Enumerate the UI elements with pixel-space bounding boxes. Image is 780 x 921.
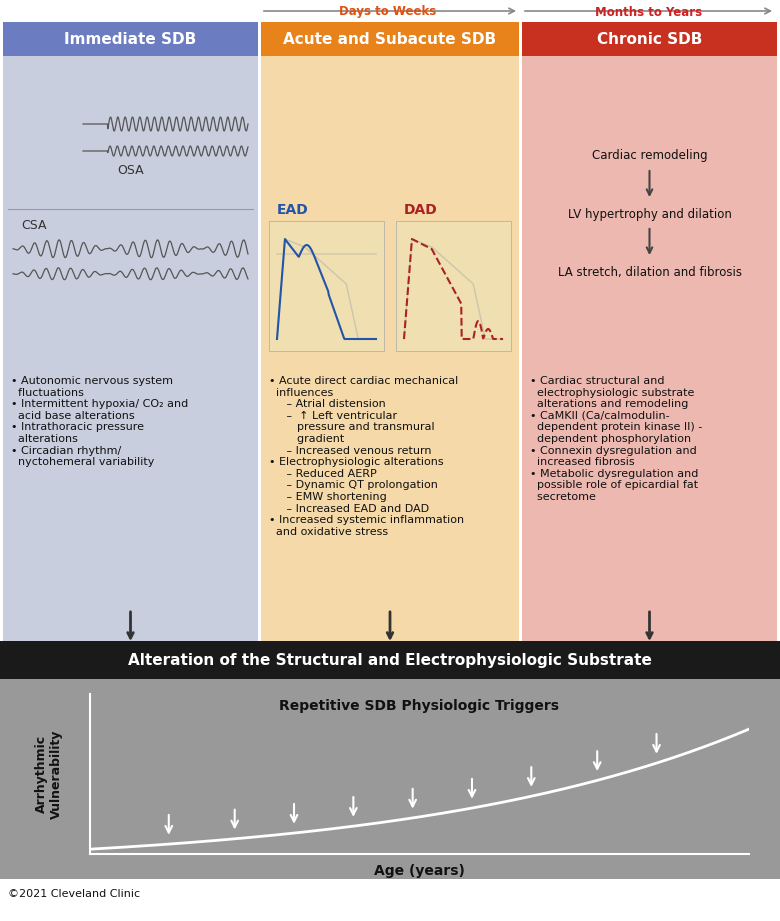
Text: Repetitive SDB Physiologic Triggers: Repetitive SDB Physiologic Triggers [279, 699, 559, 713]
Text: • Autonomic nervous system
  fluctuations
• Intermittent hypoxia/ CO₂ and
  acid: • Autonomic nervous system fluctuations … [11, 376, 188, 467]
Text: OSA: OSA [118, 164, 144, 177]
Bar [3, 58, 258, 207]
Text: Immediate SDB: Immediate SDB [65, 31, 197, 46]
Bar [522, 366, 777, 641]
Bar [0, 0, 780, 22]
Text: Chronic SDB: Chronic SDB [597, 31, 702, 46]
Text: LA stretch, dilation and fibrosis: LA stretch, dilation and fibrosis [558, 265, 742, 278]
Bar [261, 56, 519, 366]
Bar [3, 22, 258, 56]
Bar [269, 221, 384, 351]
Bar [0, 679, 780, 879]
Text: Months to Years: Months to Years [595, 6, 702, 18]
Text: Arrhythmic
Vulnerability: Arrhythmic Vulnerability [35, 729, 63, 819]
Text: Cardiac remodeling: Cardiac remodeling [592, 149, 707, 162]
Bar [261, 366, 519, 641]
Text: CSA: CSA [21, 219, 47, 232]
Text: LV hypertrophy and dilation: LV hypertrophy and dilation [568, 207, 732, 220]
Text: DAD: DAD [404, 203, 438, 217]
Text: Age (years): Age (years) [374, 864, 465, 878]
Bar [396, 221, 511, 351]
Bar [0, 641, 780, 679]
Text: ©2021 Cleveland Clinic: ©2021 Cleveland Clinic [8, 889, 140, 899]
Text: • Acute direct cardiac mechanical
  influences
     – Atrial distension
     –  : • Acute direct cardiac mechanical influe… [269, 376, 464, 537]
Bar [261, 22, 519, 56]
Bar [3, 366, 258, 641]
Text: Acute and Subacute SDB: Acute and Subacute SDB [283, 31, 497, 46]
Bar [522, 56, 777, 366]
Text: EAD: EAD [277, 203, 309, 217]
Text: Days to Weeks: Days to Weeks [339, 6, 437, 18]
Bar [522, 22, 777, 56]
Bar [3, 56, 258, 366]
Text: • Cardiac structural and
  electrophysiologic substrate
  alterations and remode: • Cardiac structural and electrophysiolo… [530, 376, 702, 502]
Text: Alteration of the Structural and Electrophysiologic Substrate: Alteration of the Structural and Electro… [128, 652, 652, 668]
